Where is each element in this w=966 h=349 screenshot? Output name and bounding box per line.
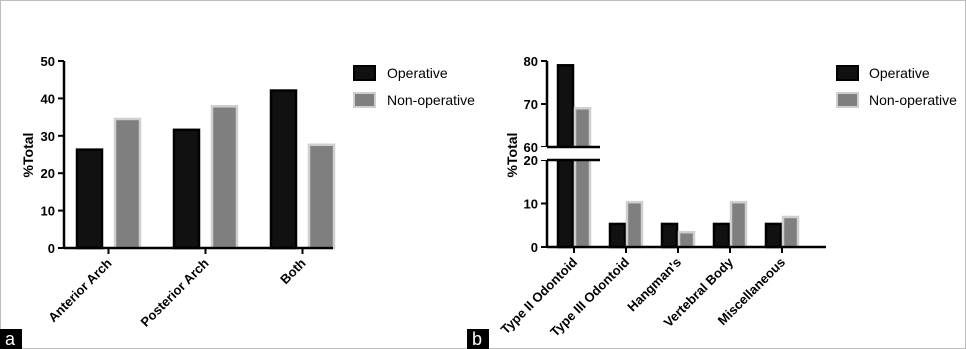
panel-a-y-tick-label: 50 <box>41 54 55 69</box>
panel-a-bar-non-operative-both <box>307 143 336 250</box>
panel-b-legend-label-non-operative: Non-operative <box>869 92 957 108</box>
panel-b-axis-break-gap <box>540 147 830 160</box>
panel-b-bar-operative-type-iii-odontoid <box>608 222 627 249</box>
panel-b-label-box <box>467 329 489 349</box>
panel-a-bar-operative-posterior-arch <box>172 128 201 250</box>
panel-a-label: a <box>5 329 16 349</box>
panel-b-y-tick-label: 0 <box>531 240 538 255</box>
panel-a-y-tick-label: 0 <box>48 241 55 256</box>
panel-a-legend-label-non-operative: Non-operative <box>387 92 475 108</box>
panel-b-y-axis-title: %Total <box>504 133 520 178</box>
panel-b-y-tick-label: 10 <box>524 197 538 212</box>
panel-a-bar-non-operative-anterior-arch <box>113 117 142 250</box>
panel-b-bar-operative-hangman-s <box>660 222 679 249</box>
panel-b-bar-non-operative-vertebral-body <box>729 200 748 249</box>
panel-a-bar-operative-both <box>269 89 298 250</box>
panel-b-legend: Operative Non-operative <box>836 65 957 108</box>
panel-b-bar-non-operative-hangman-s <box>677 230 696 249</box>
panel-a-y-tick-label: 20 <box>41 166 55 181</box>
panel-a-y-tick-label: 30 <box>41 129 55 144</box>
panel-b-legend-swatch-non-operative <box>836 92 859 108</box>
panel-b-bar-non-operative-type-iii-odontoid <box>625 200 644 249</box>
panel-b-bar-non-operative-miscellaneous <box>781 215 800 249</box>
panel-b-label: b <box>472 329 482 349</box>
panel-b-y-tick-label: 60 <box>524 140 538 155</box>
panel-a-y-axis-title: %Total <box>20 133 36 178</box>
panel-a-legend: Operative Non-operative <box>353 65 475 108</box>
panel-b-legend-label-operative: Operative <box>869 65 930 81</box>
panel-b-y-tick-label: 80 <box>524 54 538 69</box>
panel-a-legend-label-operative: Operative <box>387 65 448 81</box>
panel-b-bar-non-operative-type-ii-odontoid <box>573 107 592 249</box>
panel-a-bar-non-operative-posterior-arch <box>210 105 239 250</box>
panel-a-label-box <box>0 329 22 349</box>
panel-b-y-tick-label: 70 <box>524 97 538 112</box>
panel-a-bars <box>75 89 336 250</box>
panel-a-y-tick-label: 10 <box>41 204 55 219</box>
panel-b-bar-operative-miscellaneous <box>764 222 783 249</box>
panel-a-legend-swatch-operative <box>353 65 376 81</box>
panel-b-bar-operative-vertebral-body <box>712 222 731 249</box>
panel-a-legend-swatch-non-operative <box>353 92 376 108</box>
panel-b-legend-swatch-operative <box>836 65 859 81</box>
panel-a-bar-operative-anterior-arch <box>75 148 104 250</box>
panel-b-y-tick-label: 20 <box>524 153 538 168</box>
panel-a-y-tick-label: 40 <box>41 91 55 106</box>
